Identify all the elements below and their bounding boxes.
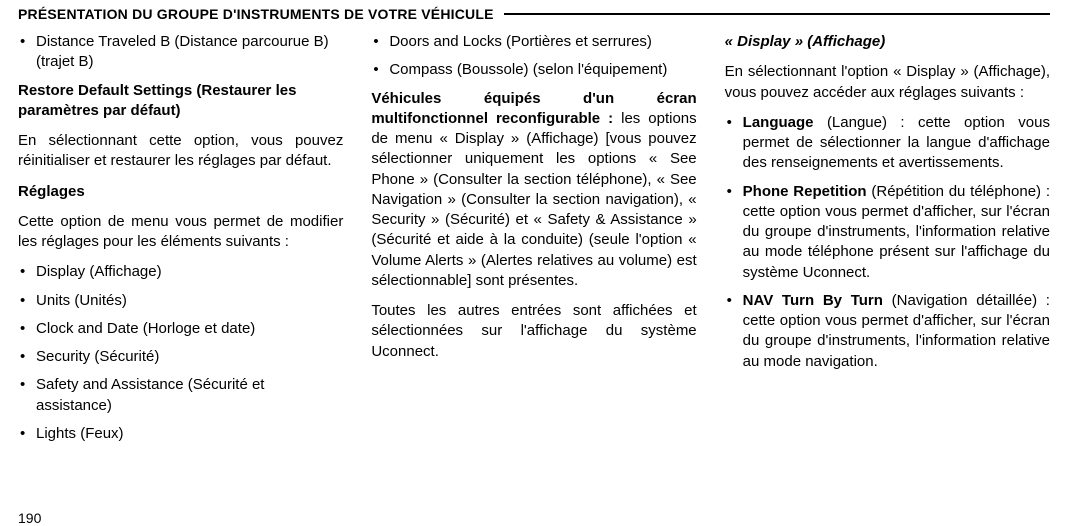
paragraph: En sélectionnant cette option, vous pouv… <box>18 131 343 172</box>
inline-heading: Phone Repetition <box>743 183 867 200</box>
page-number: 190 <box>18 510 41 526</box>
list-item: Units (Unités) <box>18 291 343 311</box>
column-3: « Display » (Affichage) En sélectionnant… <box>725 32 1050 452</box>
list-item: Phone Repetition (Répétition du téléphon… <box>725 182 1050 283</box>
paragraph-text: les options de menu « Display » (Afficha… <box>371 110 696 289</box>
header-bar: PRÉSENTATION DU GROUPE D'INSTRUMENTS DE … <box>18 6 1050 22</box>
list-item: Language (Langue) : cette option vous pe… <box>725 113 1050 174</box>
list-item: Security (Sécurité) <box>18 347 343 367</box>
columns: Distance Traveled B (Distance parcourue … <box>18 32 1050 452</box>
inline-heading: NAV Turn By Turn <box>743 292 883 309</box>
paragraph: Cette option de menu vous permet de modi… <box>18 212 343 253</box>
list-item: Safety and Assistance (Sécurité et assis… <box>18 375 343 416</box>
heading-restore: Restore Default Settings (Restaurer les … <box>18 81 343 122</box>
page-title: PRÉSENTATION DU GROUPE D'INSTRUMENTS DE … <box>18 6 504 22</box>
header-rule <box>504 13 1050 15</box>
list-item: NAV Turn By Turn (Navigation détaillée) … <box>725 291 1050 372</box>
paragraph: Véhicules équipés d'un écran multifoncti… <box>371 89 696 292</box>
inline-heading: Language <box>743 114 814 131</box>
list-item: Compass (Boussole) (selon l'équipement) <box>371 60 696 80</box>
list: Distance Traveled B (Distance parcourue … <box>18 32 343 73</box>
heading-reglages: Réglages <box>18 182 343 202</box>
list: Language (Langue) : cette option vous pe… <box>725 113 1050 372</box>
list: Display (Affichage) Units (Unités) Clock… <box>18 262 343 444</box>
list-item: Clock and Date (Horloge et date) <box>18 319 343 339</box>
column-1: Distance Traveled B (Distance parcourue … <box>18 32 343 452</box>
list-item: Display (Affichage) <box>18 262 343 282</box>
paragraph: Toutes les autres entrées sont affichées… <box>371 301 696 362</box>
page: PRÉSENTATION DU GROUPE D'INSTRUMENTS DE … <box>0 6 1068 526</box>
list-item: Lights (Feux) <box>18 424 343 444</box>
heading-display: « Display » (Affichage) <box>725 32 1050 52</box>
paragraph: En sélectionnant l'option « Display » (A… <box>725 62 1050 103</box>
list: Doors and Locks (Portières et serrures) … <box>371 32 696 81</box>
list-item: Doors and Locks (Portières et serrures) <box>371 32 696 52</box>
list-item: Distance Traveled B (Distance parcourue … <box>18 32 343 73</box>
column-2: Doors and Locks (Portières et serrures) … <box>371 32 696 452</box>
